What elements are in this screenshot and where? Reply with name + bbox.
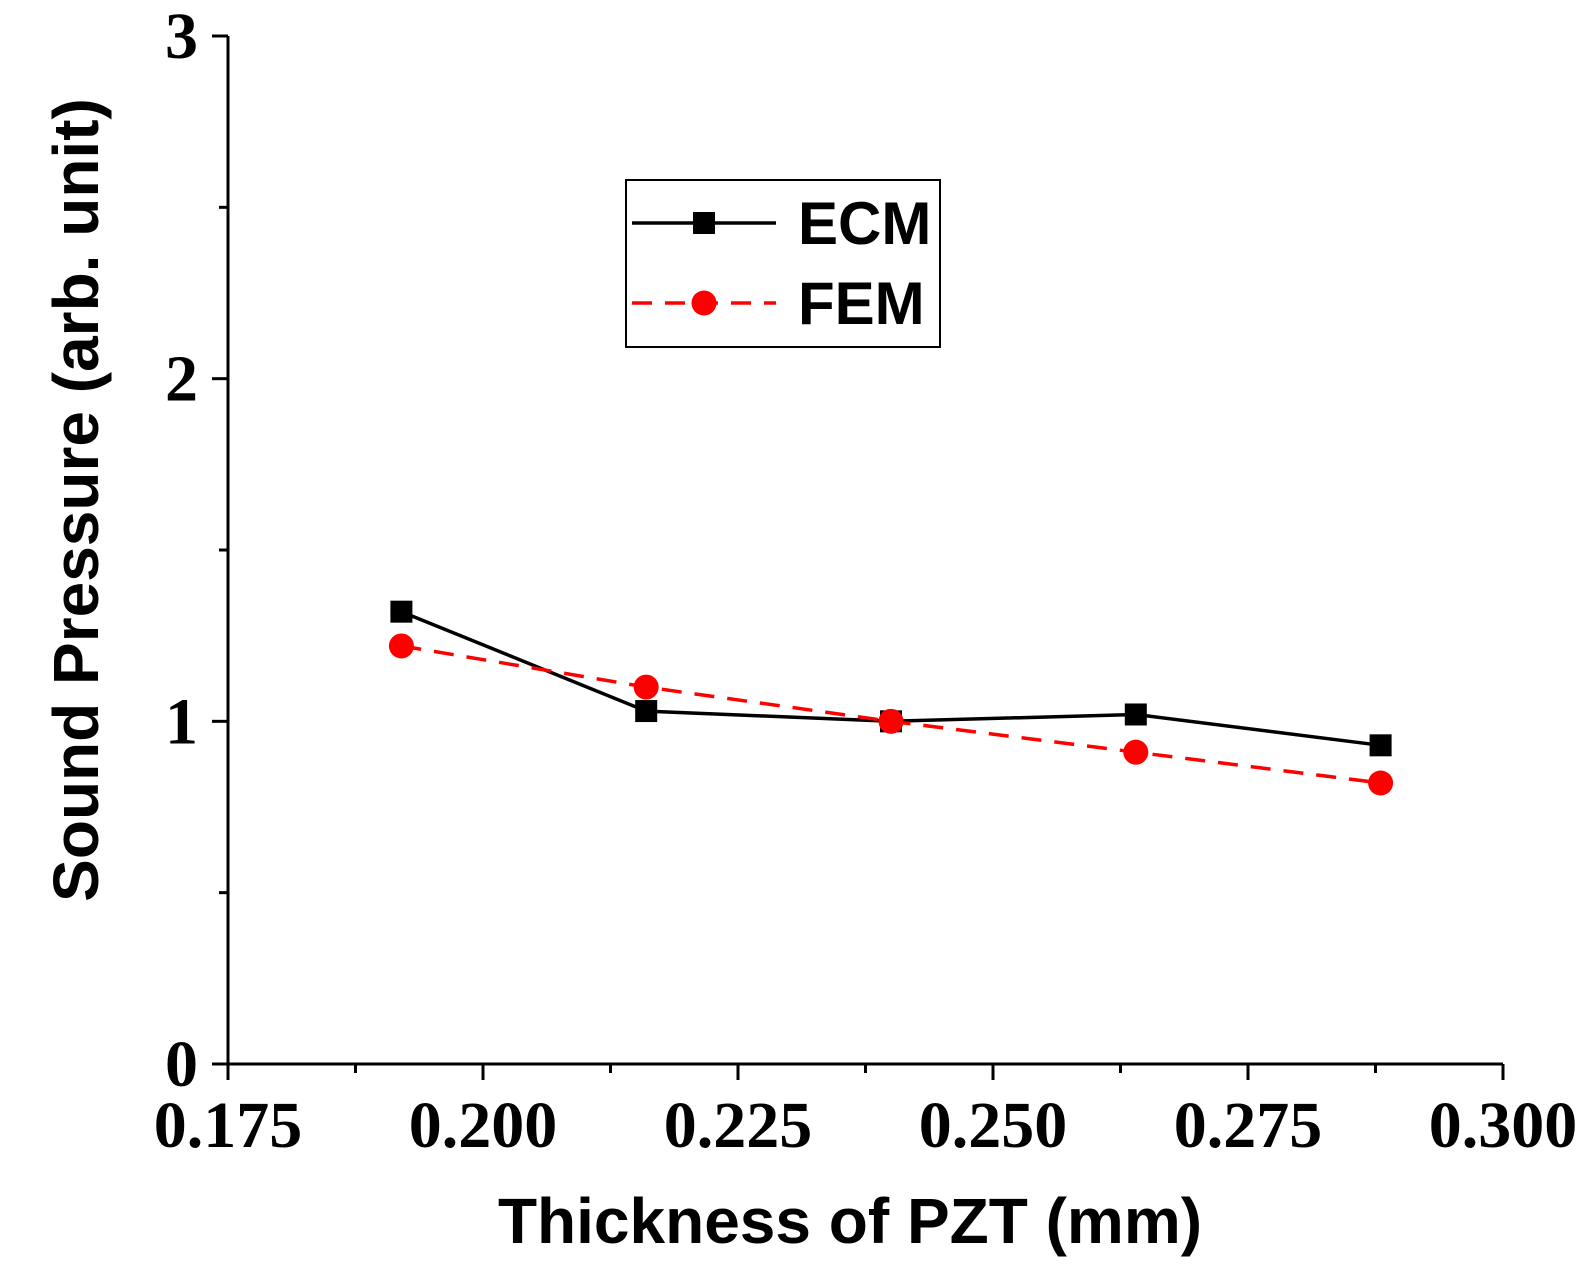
data-point-fem	[1368, 770, 1394, 796]
data-point-ecm	[635, 700, 658, 723]
x-tick-label: 0.250	[919, 1089, 1068, 1162]
x-tick-label: 0.175	[154, 1089, 303, 1162]
legend-label-ecm: ECM	[798, 190, 931, 257]
data-point-fem	[633, 674, 659, 700]
data-point-ecm	[1369, 734, 1392, 757]
series-layer	[388, 600, 1394, 796]
x-tick-label: 0.225	[664, 1089, 813, 1162]
y-tick-label: 0	[165, 1028, 198, 1101]
x-tick-label: 0.200	[409, 1089, 558, 1162]
data-point-fem	[878, 708, 904, 734]
y-tick-label: 2	[165, 343, 198, 416]
y-axis-title: Sound Pressure (arb. unit)	[40, 98, 112, 902]
x-tick-label: 0.275	[1174, 1089, 1323, 1162]
x-tick-label: 0.300	[1429, 1089, 1578, 1162]
legend-item-fem: FEM	[632, 270, 925, 337]
x-axis-title: Thickness of PZT (mm)	[498, 1185, 1202, 1257]
data-point-ecm	[1124, 703, 1147, 726]
data-point-fem	[1123, 739, 1149, 765]
y-tick-label: 1	[165, 685, 198, 758]
legend: ECM FEM	[625, 179, 941, 348]
data-point-ecm	[390, 600, 413, 623]
y-tick-label: 3	[165, 0, 198, 73]
legend-box	[625, 179, 941, 348]
y-axis-ticks: 0 1 2 3	[165, 0, 228, 1101]
legend-label-fem: FEM	[798, 270, 925, 337]
series-fem	[388, 633, 1394, 796]
x-axis-ticks: 0.175 0.200 0.225 0.250 0.275 0.300	[154, 1064, 1578, 1162]
data-point-fem	[388, 633, 414, 659]
legend-marker-ecm	[693, 212, 715, 234]
legend-marker-fem	[691, 290, 717, 316]
legend-item-ecm: ECM	[632, 190, 931, 257]
